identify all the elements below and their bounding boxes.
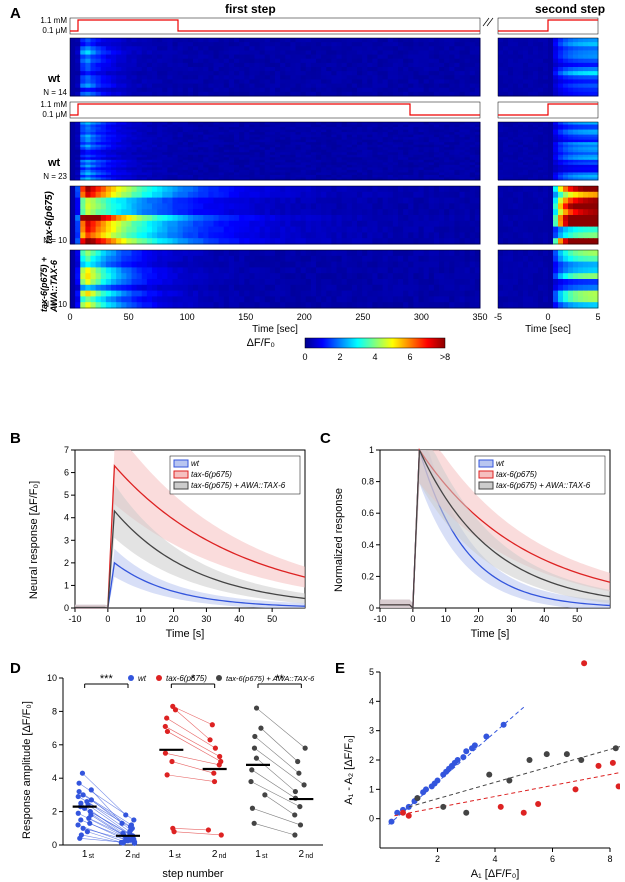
panel-c-chart: -100102030405000.20.40.60.81Time [s]Norm… [330,440,620,640]
svg-text:N = 23: N = 23 [43,172,67,181]
svg-text:wt: wt [47,157,61,169]
panel-b-label: B [10,430,21,447]
second-step-title: second step [535,2,605,16]
panel-a-label: A [10,5,21,22]
svg-text:wt: wt [47,73,61,85]
svg-text:1.1 mM: 1.1 mM [40,16,67,25]
panel-e-chart: 2468012345A₁ [ΔF/F₀]A₁ - A₂ [ΔF/F₀] [340,660,620,880]
panel-d-chart: 0246810Response amplitude [ΔF/F₀]step nu… [18,660,328,880]
figure-root: A first step second step 1.1 mM0.1 μMwtN… [0,0,625,882]
first-step-title: first step [225,2,276,16]
panel-a-svg: 1.1 mM0.1 μMwtN = 141.1 mM0.1 μMwtN = 23… [35,8,615,400]
svg-text:1.1 mM: 1.1 mM [40,100,67,109]
svg-text:N = 14: N = 14 [43,88,67,97]
svg-text:0.1 μM: 0.1 μM [42,26,67,35]
panel-b-chart: -100102030405001234567Time [s]Neural res… [25,440,315,640]
panel-a: first step second step 1.1 mM0.1 μMwtN =… [35,8,615,400]
svg-text:N = 10: N = 10 [43,236,67,245]
svg-text:0.1 μM: 0.1 μM [42,110,67,119]
